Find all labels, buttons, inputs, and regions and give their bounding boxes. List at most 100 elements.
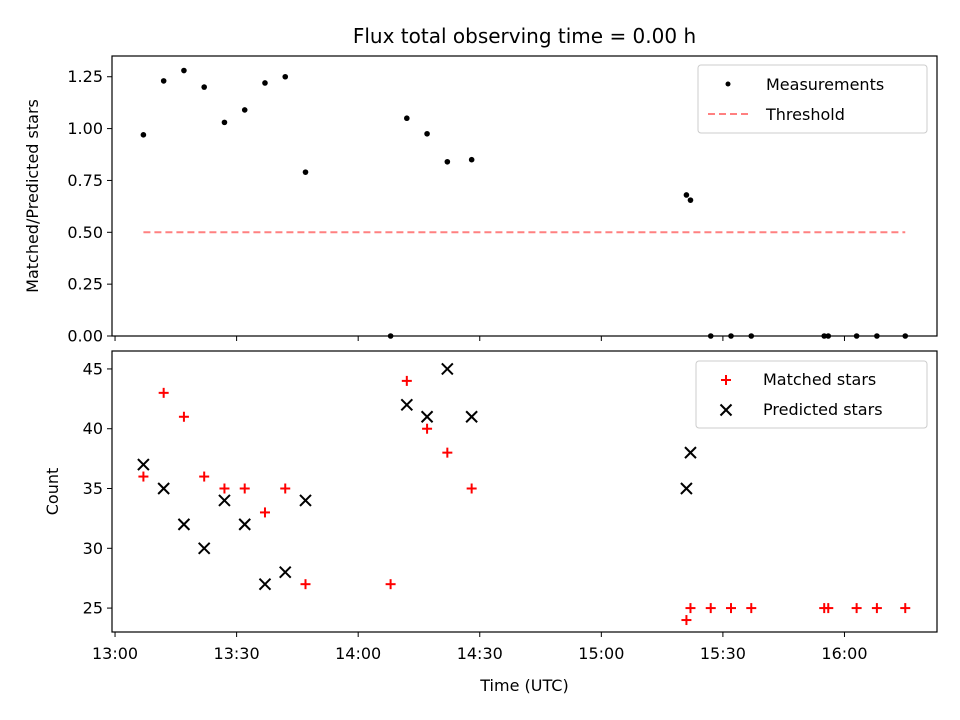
y-tick-label: 1.00	[67, 119, 103, 138]
x-tick-label: 16:00	[821, 644, 867, 663]
x-tick-label: 14:30	[457, 644, 503, 663]
matched-star-point	[401, 375, 412, 386]
measurement-point	[902, 333, 909, 339]
matched-star-point	[219, 483, 230, 494]
legend-measurements-marker	[725, 81, 731, 87]
x-tick-label: 13:30	[214, 644, 260, 663]
x-stroke	[400, 398, 414, 412]
x-stroke	[719, 403, 733, 417]
predicted-star-point	[400, 398, 414, 412]
legend-matched-label: Matched stars	[763, 370, 876, 389]
measurement-point	[302, 169, 309, 175]
x-stroke	[465, 410, 478, 423]
measurement-point	[874, 333, 880, 339]
predicted-star-point	[441, 362, 454, 376]
predicted-star-point	[157, 482, 170, 495]
x-stroke	[441, 362, 454, 376]
measurement-point	[241, 107, 248, 113]
y-tick-label: 0.00	[67, 327, 103, 346]
measurement-point	[707, 333, 714, 339]
measurement-point	[687, 197, 694, 203]
y-tick-label: 0.75	[67, 171, 103, 190]
measurement-point	[748, 333, 755, 339]
top-y-ticks: 0.00 0.25 0.50 0.75 1.00 1.25	[67, 67, 112, 346]
bottom-y-axis-label: Count	[43, 468, 62, 516]
y-tick-label: 25	[83, 599, 103, 618]
x-tick-label: 14:00	[335, 644, 381, 663]
top-plot-area	[140, 67, 909, 339]
measurement-point	[140, 132, 147, 138]
x-stroke	[279, 566, 292, 579]
matched-star-point	[466, 483, 477, 494]
predicted-star-point	[258, 577, 272, 591]
matched-star-point	[280, 483, 291, 494]
measurement-point	[424, 130, 430, 137]
legend-predicted-label: Predicted stars	[763, 400, 883, 419]
figure-title: Flux total observing time = 0.00 h	[353, 24, 696, 48]
x-axis-label: Time (UTC)	[479, 676, 568, 695]
x-stroke	[218, 494, 231, 507]
measurement-point	[444, 158, 451, 165]
measurement-point	[825, 333, 832, 339]
y-tick-label: 0.25	[67, 275, 103, 294]
legend-predicted-marker	[719, 403, 733, 417]
matched-star-point	[178, 411, 189, 422]
legend-matched-marker	[721, 375, 731, 385]
bottom-legend-box	[695, 360, 928, 429]
bottom-panel-frame	[111, 350, 938, 633]
bottom-plot-area	[137, 362, 911, 626]
x-stroke	[157, 482, 170, 495]
measurement-point	[221, 119, 228, 126]
measurement-point	[404, 115, 410, 122]
x-stroke	[177, 518, 191, 531]
measurement-point	[201, 84, 207, 90]
matched-star-point	[681, 615, 692, 626]
x-stroke	[299, 494, 312, 507]
measurement-point	[160, 78, 167, 84]
x-stroke	[684, 446, 697, 459]
x-tick-label: 15:30	[700, 644, 746, 663]
bottom-panel: 25 30 35 40 45 13:00 13:30 14:00 14:30 15:00 15:3…	[43, 350, 938, 695]
x-stroke	[238, 518, 251, 531]
matched-star-point	[422, 423, 433, 434]
bottom-x-ticks: 13:00 13:30 14:00 14:30 15:00 15:30 16:00	[92, 632, 868, 663]
y-tick-label: 1.25	[67, 67, 103, 86]
measurement-point	[262, 80, 268, 86]
matched-star-point	[851, 603, 862, 614]
predicted-star-point	[465, 410, 478, 423]
legend-threshold-label: Threshold	[765, 105, 845, 124]
predicted-star-point	[684, 446, 697, 459]
measurement-point	[468, 156, 475, 163]
measurement-point	[853, 333, 860, 339]
matched-star-point	[685, 603, 696, 614]
y-tick-label: 35	[83, 479, 103, 498]
predicted-star-point	[299, 494, 312, 507]
matched-star-point	[158, 387, 169, 398]
y-tick-label: 45	[83, 359, 103, 378]
measurement-point	[181, 67, 187, 74]
bottom-legend: Matched stars Predicted stars	[695, 360, 928, 429]
matched-star-point	[442, 447, 453, 458]
matched-star-point	[259, 507, 270, 518]
predicted-star-point	[680, 482, 693, 495]
matched-star-point	[199, 471, 210, 482]
x-stroke	[137, 458, 150, 471]
bottom-y-ticks: 25 30 35 40 45	[83, 359, 112, 618]
y-tick-label: 40	[83, 419, 103, 438]
predicted-star-point	[218, 494, 231, 507]
matched-star-point	[746, 603, 757, 614]
measurement-point	[282, 73, 289, 80]
top-panel: 0.00 0.25 0.50 0.75 1.00 1.25 Matched/Predict…	[23, 55, 938, 346]
matched-star-point	[726, 603, 737, 614]
y-tick-label: 0.50	[67, 223, 103, 242]
matched-star-point	[900, 603, 911, 614]
measurement-point	[728, 333, 734, 339]
legend-measurements-label: Measurements	[766, 75, 884, 94]
x-stroke	[420, 410, 434, 423]
matched-star-point	[138, 471, 149, 482]
x-stroke	[258, 577, 272, 591]
measurement-point	[821, 333, 828, 339]
predicted-star-point	[420, 410, 434, 423]
x-tick-label: 15:00	[578, 644, 624, 663]
